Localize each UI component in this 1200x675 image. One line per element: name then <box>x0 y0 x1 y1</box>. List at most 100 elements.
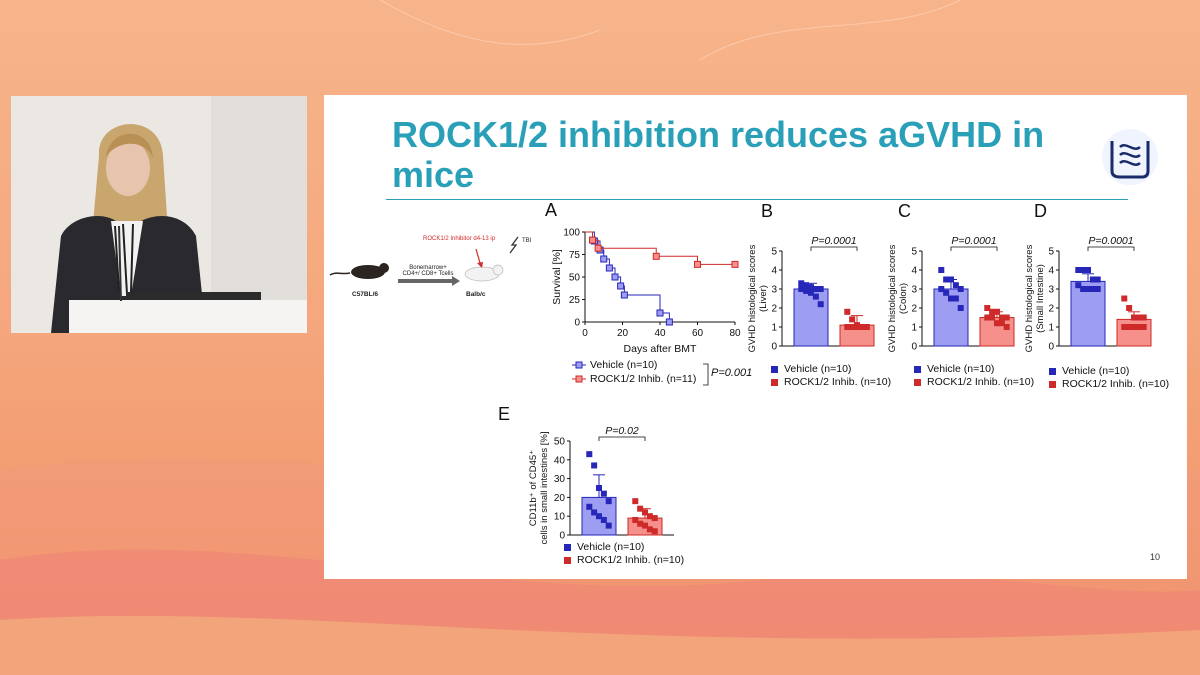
survival-point <box>611 273 619 281</box>
data-point <box>803 287 810 294</box>
p-value-label: P=0.0001 <box>1088 235 1133 247</box>
arrow-icon <box>452 276 460 286</box>
y-tick-label: 0 <box>559 531 565 542</box>
data-point <box>651 528 658 535</box>
data-point <box>998 314 1005 321</box>
data-point <box>943 276 950 283</box>
legend-rock-b-swatch <box>771 378 778 386</box>
data-point <box>1140 314 1147 321</box>
data-point <box>1089 276 1096 283</box>
survival-point <box>620 291 628 299</box>
survival-point <box>605 264 613 272</box>
data-point <box>998 320 1005 327</box>
y-tick-label: 5 <box>1048 247 1054 258</box>
legend-vehicle-b-label: Vehicle (n=10) <box>784 363 852 375</box>
data-point <box>984 314 991 321</box>
data-point <box>596 485 602 491</box>
survival-point <box>652 252 660 260</box>
panel-label-a: A <box>545 200 558 220</box>
y-tick-label: 100 <box>563 228 580 239</box>
y-tick-label: 40 <box>554 455 566 466</box>
data-point <box>854 324 860 330</box>
data-point <box>642 509 648 516</box>
data-point <box>1131 324 1137 330</box>
data-point <box>844 308 851 315</box>
survival-point <box>731 260 739 268</box>
data-point <box>646 526 653 533</box>
y-axis-label: GVHD histological scores <box>747 244 758 352</box>
speaker-illustration <box>11 96 307 333</box>
bar <box>793 288 829 347</box>
data-point <box>989 308 996 315</box>
data-point <box>600 516 607 523</box>
data-point <box>600 490 607 497</box>
data-point <box>591 509 598 516</box>
legend-vehicle-a-label: Vehicle (n=10) <box>590 359 658 371</box>
cd11b-chart: 0 10 20 30 40 50 CD11b⁺ of CD45⁺ cells in small… <box>528 425 674 544</box>
slide-number: 10 <box>1150 552 1161 562</box>
data-point <box>1089 286 1096 292</box>
data-point <box>994 308 1000 315</box>
data-point <box>952 282 959 289</box>
legend-vehicle-d-label: Vehicle (n=10) <box>1062 365 1130 377</box>
legend-rock-d: ROCK1/2 Inhib. (n=10) <box>1049 378 1169 390</box>
y-tick-label: 10 <box>554 512 566 523</box>
data-point <box>849 316 856 323</box>
tbi-label: TBI <box>522 238 532 244</box>
y-tick-label: 1 <box>771 323 777 334</box>
legend-vehicle-e: Vehicle (n=10) <box>564 541 644 553</box>
x-tick-label: 60 <box>692 328 704 339</box>
recipient-label: Balb/c <box>466 291 486 298</box>
survival-point <box>656 309 664 317</box>
data-point <box>586 451 593 458</box>
data-point <box>651 515 658 522</box>
data-point <box>1080 286 1087 292</box>
y-axis-label: (Small Intestine) <box>1035 264 1046 333</box>
y-axis-label: (Liver) <box>758 285 769 312</box>
data-point <box>591 462 598 469</box>
data-point <box>1121 295 1128 302</box>
survival-point <box>665 318 673 326</box>
y-tick-label: 0 <box>911 342 917 353</box>
y-tick-label: 3 <box>771 285 777 296</box>
y-tick-label: 4 <box>1048 266 1054 277</box>
survival-point <box>600 255 608 263</box>
x-tick-label: 40 <box>654 328 666 339</box>
data-point <box>803 282 810 289</box>
y-tick-label: 0 <box>771 342 777 353</box>
significance-bracket <box>598 436 646 441</box>
data-point <box>984 305 991 311</box>
data-point <box>1085 286 1091 292</box>
y-axis-label: CD11b⁺ of CD45⁺ <box>528 450 539 526</box>
legend-vehicle-c-swatch <box>914 365 921 373</box>
bracket-a <box>703 363 709 386</box>
y-tick-label: 2 <box>771 304 777 315</box>
survival-point <box>694 260 701 268</box>
bar <box>979 317 1015 347</box>
data-point <box>1140 324 1147 330</box>
y-tick-label: 20 <box>554 493 566 504</box>
y-tick-label: 50 <box>554 437 566 448</box>
survival-point <box>594 244 602 252</box>
small-intestine-score-chart: 0 1 2 3 4 5 GVHD histological scores (Small Int… <box>1024 235 1152 353</box>
data-point <box>849 324 856 330</box>
data-point <box>1094 276 1101 283</box>
p-value-label: P=0.0001 <box>951 235 996 247</box>
data-point <box>812 286 819 292</box>
y-tick-label: 2 <box>1048 304 1054 315</box>
legend-rock-e-swatch <box>564 556 571 564</box>
legend-rock-d-swatch <box>1049 380 1056 388</box>
data-point <box>637 505 644 512</box>
data-point <box>844 324 851 330</box>
significance-bracket <box>810 246 858 251</box>
y-tick-label: 0 <box>1048 342 1054 353</box>
data-point <box>808 284 814 291</box>
data-point <box>957 305 964 311</box>
y-axis-label: (Colon) <box>898 283 909 314</box>
data-point <box>817 286 824 292</box>
speaker-video <box>11 96 307 333</box>
bar <box>1116 318 1152 347</box>
y-axis-label: Survival [%] <box>551 249 563 305</box>
legend-vehicle-d-swatch <box>1049 367 1056 375</box>
data-point <box>938 267 945 273</box>
